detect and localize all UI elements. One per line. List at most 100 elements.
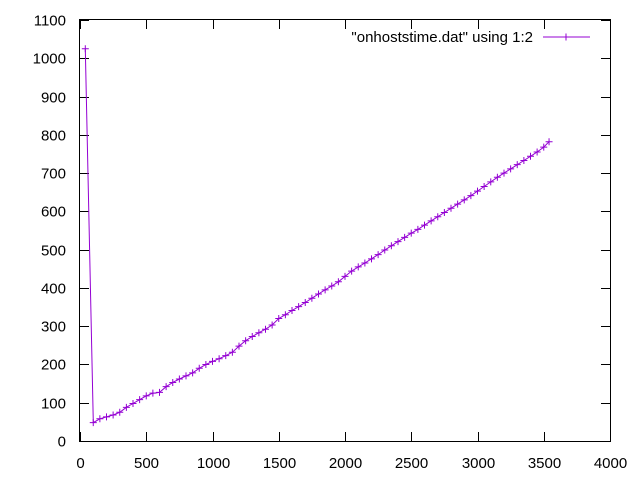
data-point-marker (268, 321, 276, 329)
data-point-marker (195, 364, 203, 372)
data-point-marker (162, 383, 170, 391)
y-tick-label: 800 (41, 128, 66, 145)
x-tick-label: 2000 (329, 455, 362, 472)
data-point-marker (242, 337, 250, 345)
data-point-marker (387, 242, 395, 250)
data-point-marker (182, 372, 190, 380)
y-tick-label: 400 (41, 281, 66, 298)
data-point-marker (222, 352, 230, 360)
series-layer (81, 45, 553, 427)
data-point-marker (255, 329, 263, 337)
data-point-marker (89, 419, 97, 427)
data-point-marker (228, 348, 236, 356)
data-point-marker (156, 388, 163, 396)
data-point-marker (513, 161, 521, 169)
data-point-marker (103, 413, 110, 421)
data-point-marker (281, 311, 289, 319)
data-point-marker (142, 392, 150, 400)
data-point-marker (394, 238, 402, 246)
legend: "onhoststime.dat" using 1:2 (351, 29, 590, 46)
y-tick-label: 900 (41, 90, 66, 107)
y-tick-label: 300 (41, 319, 66, 336)
data-point-marker (487, 178, 495, 186)
data-point-marker (175, 375, 183, 383)
data-point-marker (248, 333, 256, 341)
y-tick-label: 1000 (33, 51, 66, 68)
x-tick-label: 4000 (594, 455, 627, 472)
x-axis: 0 500 1000 1500 2000 2500 3000 3500 4000 (76, 20, 627, 472)
legend-marker (562, 33, 570, 41)
data-point-marker (122, 403, 130, 411)
series-line (84, 48, 550, 424)
x-tick-label: 3000 (462, 455, 495, 472)
data-point-marker (533, 148, 541, 156)
data-point-marker (540, 143, 548, 151)
data-point-marker (235, 342, 243, 350)
x-tick-label: 0 (76, 455, 84, 472)
data-point-marker (414, 225, 422, 233)
data-point-marker (136, 396, 144, 404)
x-tick-label: 2500 (395, 455, 428, 472)
y-axis: 0 100 200 300 400 500 600 700 800 900 1000 1100 (33, 13, 610, 451)
data-point-marker (454, 200, 462, 208)
y-tick-label: 600 (41, 204, 66, 221)
data-point-marker (460, 196, 468, 204)
y-tick-label: 500 (41, 243, 66, 260)
data-point-marker (169, 378, 177, 386)
data-point-marker (262, 325, 269, 333)
data-point-marker (440, 209, 448, 217)
data-point-marker (341, 272, 349, 280)
x-tick-label: 1500 (263, 455, 296, 472)
x-tick-label: 3500 (528, 455, 561, 472)
data-point-marker (295, 303, 303, 311)
data-point-marker (520, 156, 528, 164)
data-point-marker (434, 213, 442, 221)
plot-frame (79, 19, 611, 442)
x-tick-label: 500 (134, 455, 159, 472)
data-point-marker (421, 221, 428, 229)
data-point-marker (109, 411, 117, 419)
y-tick-label: 100 (41, 396, 66, 413)
data-point-marker (474, 187, 481, 195)
data-point-marker (493, 173, 501, 181)
data-point-marker (507, 165, 515, 173)
data-point-marker (315, 290, 322, 298)
data-point-marker (361, 259, 369, 267)
data-point-marker (368, 255, 375, 263)
data-point-marker (215, 355, 223, 363)
data-point-marker (427, 217, 435, 225)
data-point-marker (96, 415, 104, 423)
data-point-marker (275, 315, 283, 323)
data-point-marker (209, 357, 216, 365)
data-point-marker (129, 399, 137, 407)
data-point-marker (116, 408, 124, 416)
data-point-marker (354, 263, 362, 271)
data-point-marker (480, 182, 488, 190)
y-tick-label: 700 (41, 166, 66, 183)
data-point-marker (288, 306, 296, 314)
data-point-marker (401, 233, 409, 241)
data-point-marker (348, 267, 356, 275)
data-point-marker (527, 152, 534, 160)
data-point-marker (149, 389, 157, 397)
data-point-marker (334, 278, 342, 286)
data-point-marker (407, 229, 415, 237)
data-point-marker (301, 298, 309, 306)
data-point-marker (447, 204, 455, 212)
y-tick-label: 1100 (34, 13, 66, 30)
data-point-marker (381, 246, 389, 254)
x-tick-label: 1000 (197, 455, 230, 472)
data-point-marker (545, 138, 553, 146)
y-tick-label: 200 (41, 357, 66, 374)
data-point-marker (81, 45, 89, 53)
data-point-marker (374, 251, 382, 259)
data-point-marker (467, 192, 475, 200)
legend-label: "onhoststime.dat" using 1:2 (351, 29, 533, 46)
y-tick-label: 0 (58, 434, 66, 451)
data-point-marker (328, 282, 336, 290)
data-point-marker (202, 360, 210, 368)
data-point-marker (189, 369, 197, 377)
data-point-marker (308, 294, 316, 302)
data-point-marker (500, 169, 508, 177)
